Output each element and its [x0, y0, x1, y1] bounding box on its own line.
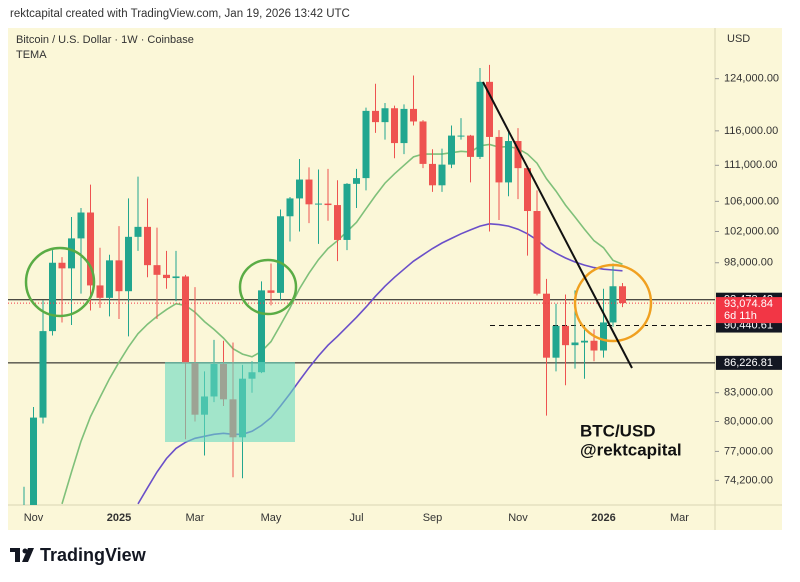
candle-body	[258, 290, 265, 373]
tema-line	[61, 143, 623, 505]
highlight-circle	[573, 263, 653, 343]
y-tick-label: 80,000.00	[724, 415, 773, 427]
candle-body	[495, 136, 503, 183]
candle-body	[286, 198, 294, 217]
candle-body	[115, 260, 123, 292]
candle-body	[552, 325, 560, 358]
candle-body	[438, 164, 446, 186]
candle-body	[334, 205, 341, 240]
y-tick-label: 98,000.00	[724, 257, 773, 269]
candle-body	[87, 212, 94, 286]
candle-body	[533, 211, 541, 294]
candle-body	[153, 265, 161, 275]
annotation: @rektcapital	[580, 440, 682, 459]
currency-box	[722, 30, 758, 48]
candle-body	[562, 325, 569, 346]
candle-body	[68, 238, 75, 269]
candle-body	[505, 141, 512, 183]
candle-body	[163, 274, 170, 279]
y-tick-label: 124,000.00	[724, 73, 779, 85]
candle-body	[590, 340, 598, 351]
y-tick-label: 74,200.00	[724, 474, 773, 486]
candle-body	[514, 141, 522, 169]
candle-body	[125, 236, 132, 292]
candle-body	[144, 226, 151, 266]
candle-body	[134, 226, 142, 237]
candle-body	[372, 110, 379, 123]
brand-logo: TradingView	[10, 545, 147, 565]
candle-body	[467, 135, 474, 157]
x-tick-label: Mar	[670, 512, 689, 524]
candle-body	[600, 322, 607, 351]
candle-body	[410, 108, 417, 122]
highlight-zone	[165, 362, 295, 442]
current-price-box	[716, 297, 782, 324]
y-tick-label: 111,000.00	[724, 159, 777, 171]
candle-body	[543, 293, 550, 358]
countdown-label: 6d 11h	[724, 310, 757, 322]
candle-body	[277, 216, 284, 293]
x-tick-label: 2025	[107, 512, 131, 524]
candle-body	[619, 286, 626, 304]
logo-part	[22, 548, 34, 562]
candle-body	[476, 81, 484, 157]
y-tick-label: 106,000.00	[724, 195, 779, 207]
x-tick-label: Nov	[24, 512, 44, 524]
candle-body	[429, 163, 436, 186]
header: rektcapital created with TradingView.com…	[10, 8, 350, 20]
y-tick-label: 77,000.00	[724, 445, 773, 457]
candle-body	[343, 183, 351, 240]
candle-body	[609, 286, 617, 323]
candle-body	[39, 331, 47, 418]
candle-body	[315, 203, 322, 205]
candle-body	[296, 179, 303, 199]
candle-body	[172, 276, 180, 279]
x-tick-label: Jul	[349, 512, 363, 524]
current-price-label: 93,074.84	[724, 298, 773, 310]
candle-body	[49, 262, 56, 332]
candle-body	[381, 108, 389, 123]
y-tick-label: 102,000.00	[724, 225, 779, 237]
candle-body	[448, 135, 455, 165]
candle-body	[58, 262, 66, 269]
x-tick-label: 2026	[591, 512, 615, 524]
candle-body	[391, 108, 398, 144]
candle-body	[524, 168, 531, 212]
candle-body	[106, 260, 113, 298]
candle-body	[486, 81, 493, 137]
candle-body	[581, 340, 588, 343]
logo-part	[15, 548, 20, 562]
x-tick-label: Nov	[508, 512, 528, 524]
indicator-label: TEMA	[16, 49, 47, 61]
highlight-circle	[238, 258, 298, 316]
candle-body	[400, 108, 408, 144]
candle-body	[267, 290, 275, 293]
price-line-label: 86,226.81	[724, 357, 773, 369]
y-tick-label: 83,000.00	[724, 387, 773, 399]
highlight-circle	[24, 246, 96, 318]
price-line-label-box	[716, 355, 782, 370]
candle-body	[305, 179, 313, 205]
candle-body	[77, 212, 85, 239]
trend-line	[482, 81, 633, 369]
candle-body	[419, 121, 427, 164]
candle-body	[96, 285, 104, 298]
annotation: BTC/USD	[580, 421, 656, 440]
candle-body	[571, 342, 579, 346]
candle-body	[362, 110, 370, 179]
x-tick-label: Mar	[186, 512, 205, 524]
candle-body	[182, 276, 189, 364]
x-tick-label: May	[261, 512, 282, 524]
candle-body	[353, 178, 360, 184]
candle-body	[30, 417, 37, 505]
brand-name: TradingView	[40, 545, 147, 565]
currency: USD	[727, 33, 750, 45]
y-tick-label: 116,000.00	[724, 125, 778, 137]
candle-body	[324, 203, 332, 206]
x-tick-label: Sep	[423, 512, 443, 524]
candle-body	[457, 135, 465, 137]
symbol-title: Bitcoin / U.S. Dollar · 1W · Coinbase	[16, 34, 194, 46]
